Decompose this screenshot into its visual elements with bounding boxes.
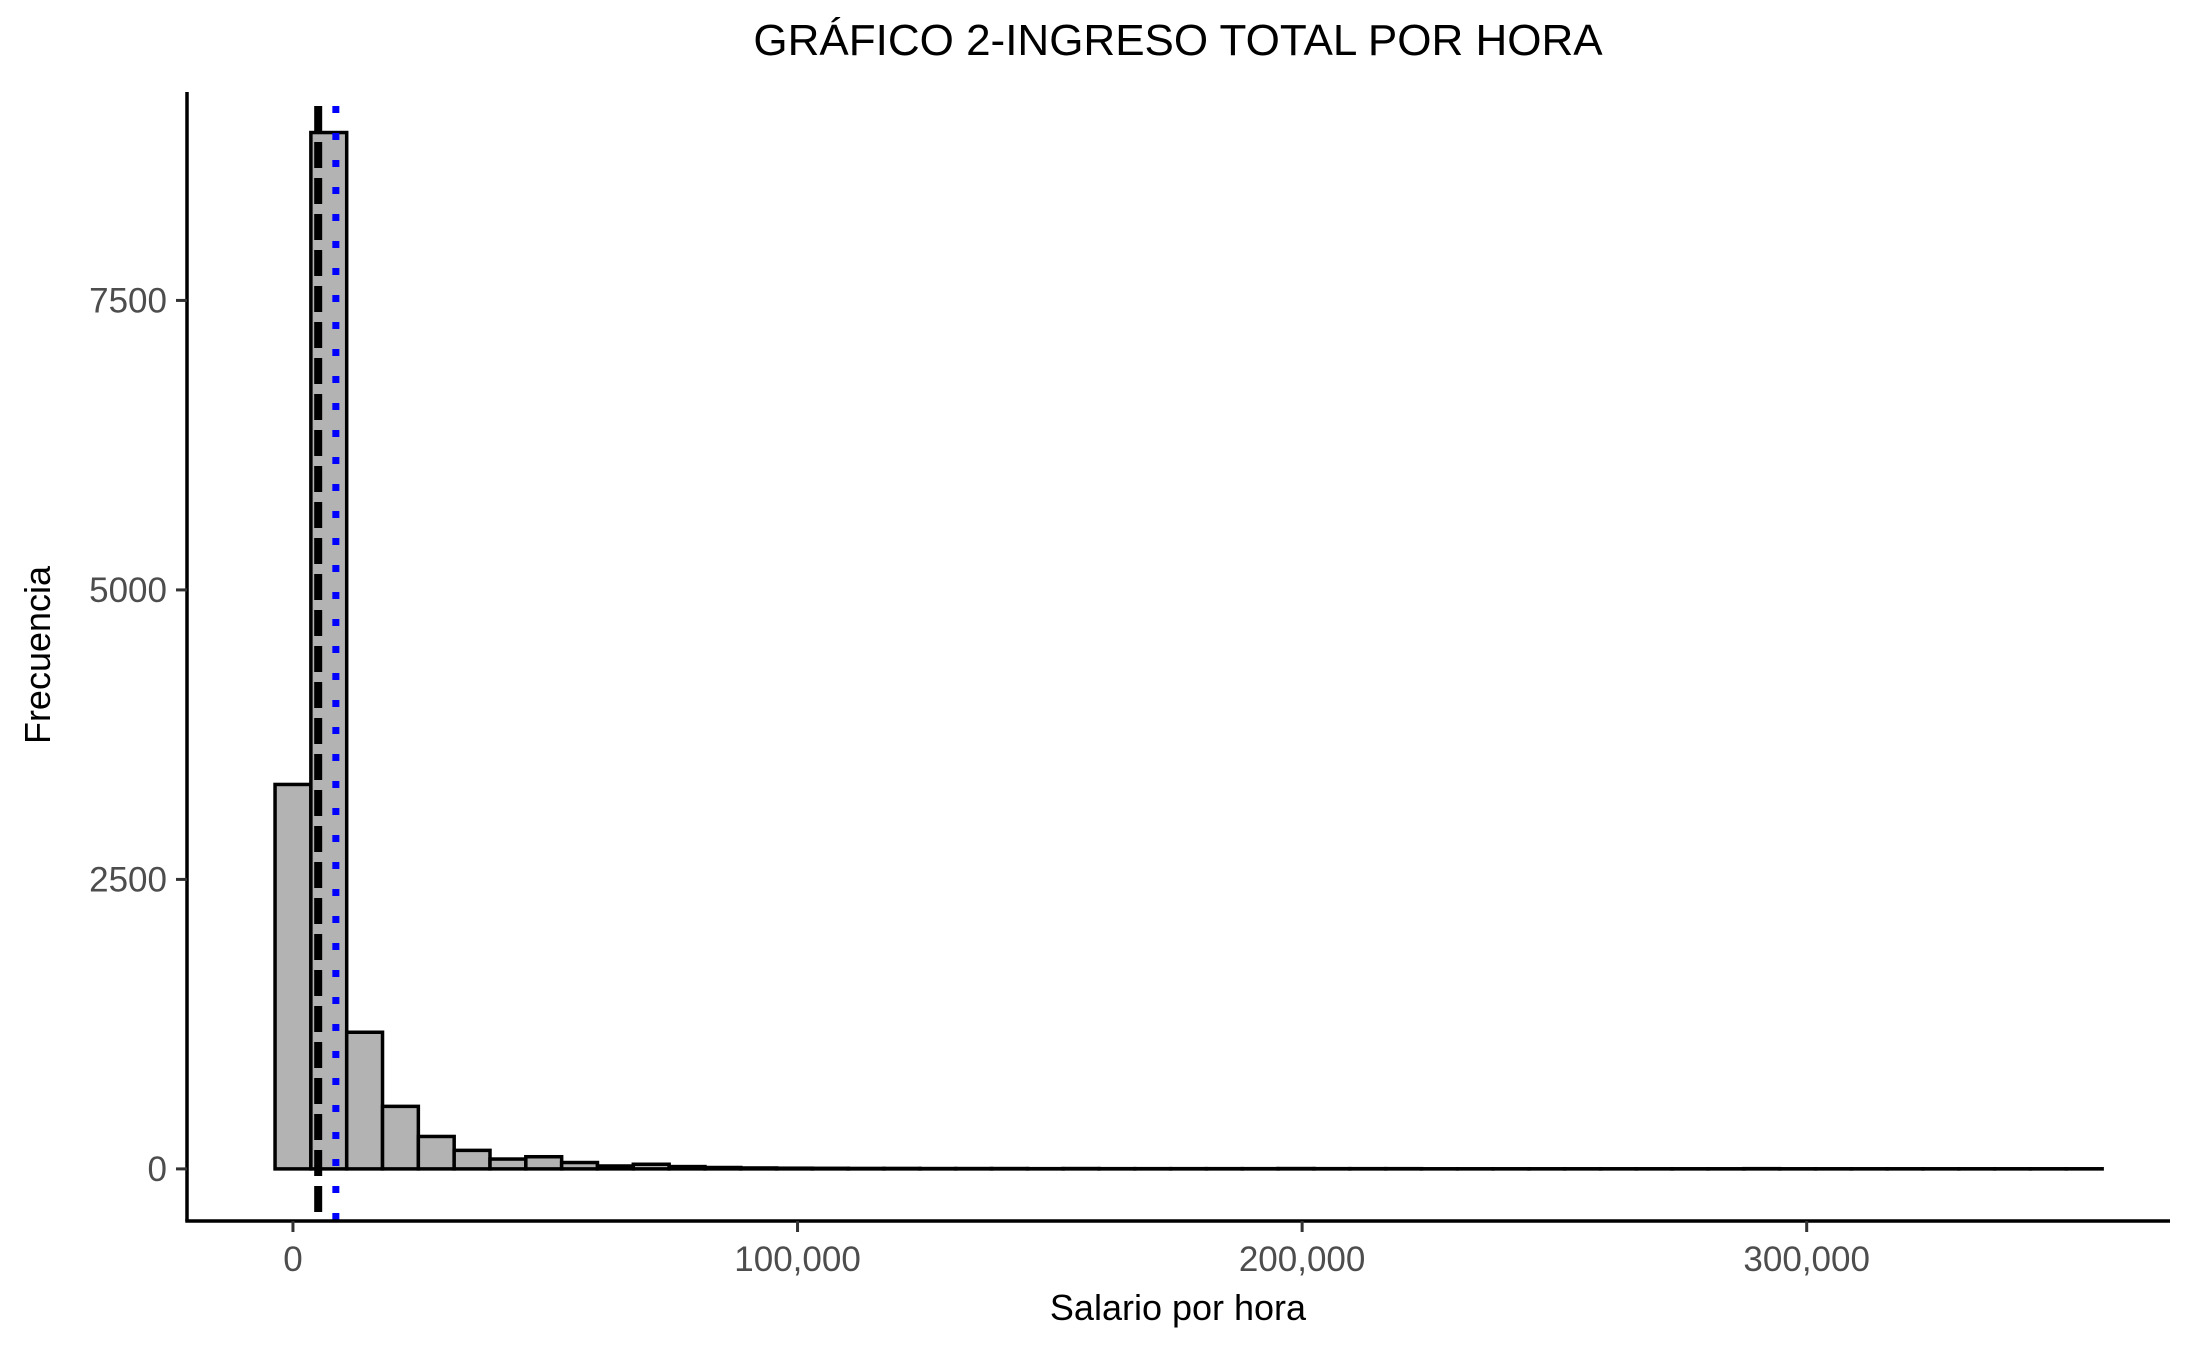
histogram-bar <box>777 1168 813 1169</box>
histogram-bar <box>490 1159 526 1169</box>
y-tick-label: 7500 <box>89 281 167 320</box>
histogram-bar <box>526 1157 562 1169</box>
histogram-bars <box>275 133 2102 1169</box>
chart-title: GRÁFICO 2-INGRESO TOTAL POR HORA <box>753 16 1603 65</box>
histogram-bar <box>347 1032 383 1169</box>
histogram-bar <box>562 1163 598 1169</box>
y-tick-label: 0 <box>148 1150 167 1189</box>
y-tick-label: 5000 <box>89 571 167 610</box>
histogram-bar <box>669 1167 705 1169</box>
histogram-bar <box>741 1168 777 1169</box>
axes <box>185 92 2170 1221</box>
x-tick-label: 0 <box>283 1240 302 1279</box>
x-axis-ticks: 0 100,000 200,000 300,000 <box>283 1221 1870 1279</box>
x-tick-label: 100,000 <box>734 1240 861 1279</box>
x-axis-label: Salario por hora <box>1050 1287 1307 1328</box>
histogram-bar <box>597 1166 633 1169</box>
y-tick-label: 2500 <box>89 860 167 899</box>
histogram-bar <box>418 1136 454 1168</box>
x-tick-label: 300,000 <box>1743 1240 1870 1279</box>
histogram-bar <box>454 1150 490 1169</box>
histogram-bar <box>812 1168 848 1169</box>
histogram-bar <box>705 1168 741 1169</box>
histogram-bar <box>383 1106 419 1169</box>
y-axis-ticks: 0 2500 5000 7500 <box>89 281 187 1188</box>
histogram-bar <box>633 1164 669 1169</box>
y-axis-label: Frecuencia <box>17 565 58 744</box>
histogram-bar <box>275 784 311 1168</box>
x-tick-label: 200,000 <box>1239 1240 1366 1279</box>
